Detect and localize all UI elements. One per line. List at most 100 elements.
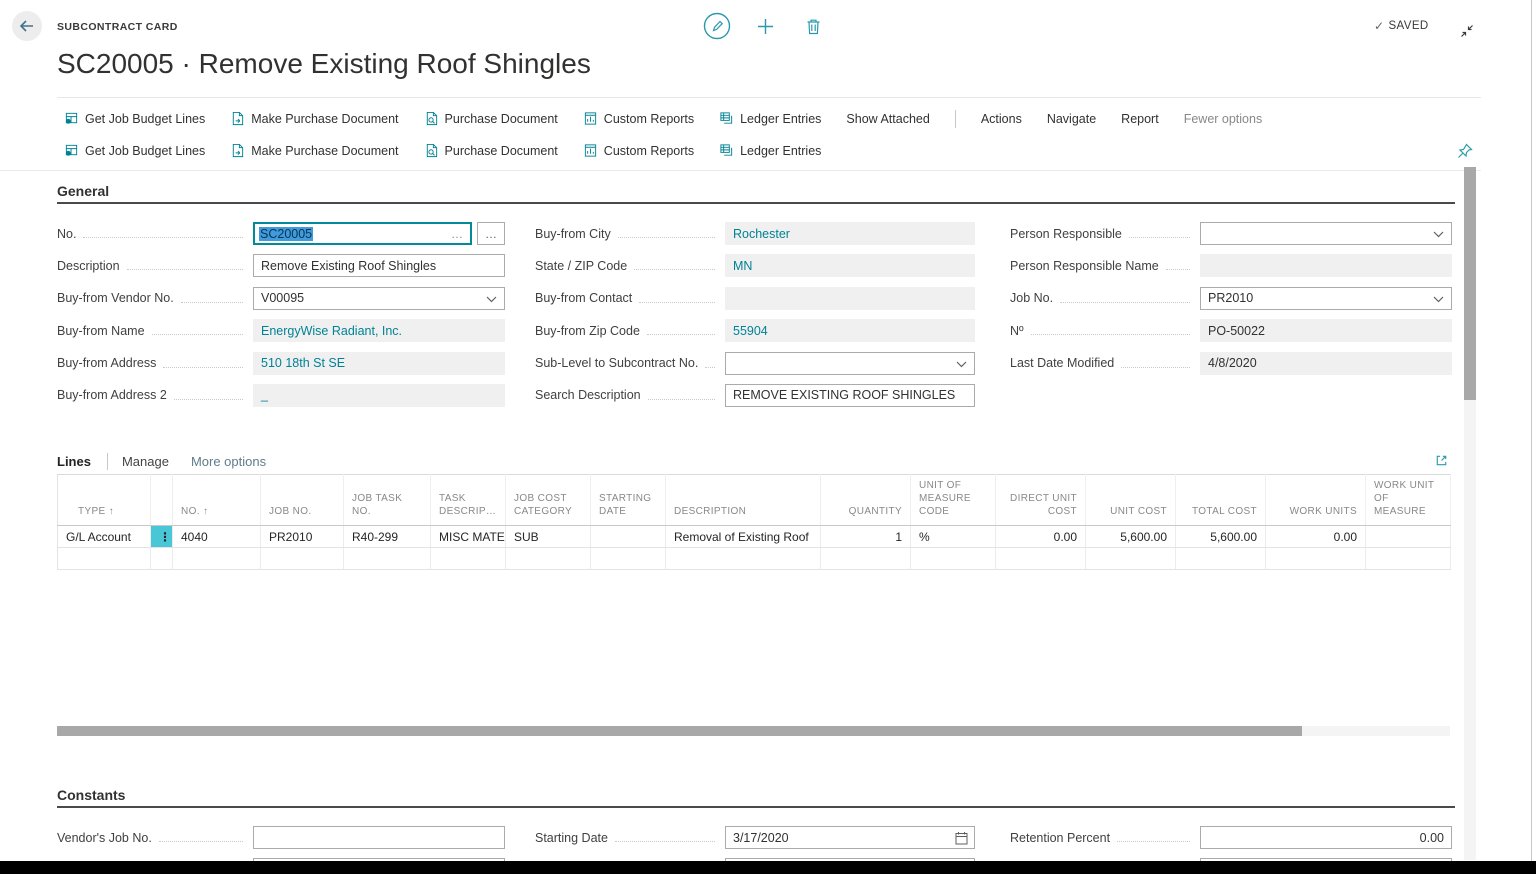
col-quantity[interactable]: QUANTITY: [820, 474, 911, 526]
tab-more-options[interactable]: More options: [190, 453, 267, 469]
cell-direct-unit-cost[interactable]: 0.00: [995, 525, 1086, 548]
field-buy-from-vendor-no: Buy-from Vendor No. V00095: [57, 286, 505, 310]
calendar-icon[interactable]: [955, 831, 968, 845]
col-work-units[interactable]: WORK UNITS: [1265, 474, 1366, 526]
cell-job-cost-category[interactable]: SUB: [505, 525, 591, 548]
expand-lines-button[interactable]: [1432, 451, 1450, 469]
cell-job-task-no[interactable]: R40-299: [343, 525, 431, 548]
saved-label: SAVED: [1388, 20, 1429, 32]
make-purchase-document-icon: [233, 111, 244, 126]
col-starting-date[interactable]: STARTING DATE: [590, 474, 666, 526]
cell-work-uom[interactable]: [1365, 525, 1451, 548]
tab-lines[interactable]: Lines: [57, 453, 91, 469]
chevron-down-icon[interactable]: [1433, 296, 1444, 303]
vendors-job-no-input[interactable]: [253, 826, 505, 849]
menu-navigate[interactable]: Navigate: [1046, 111, 1097, 126]
col-task-description[interactable]: TASK DESCRIP…: [430, 474, 506, 526]
person-responsible-name-value: [1200, 254, 1452, 278]
cell-total-cost[interactable]: 5,600.00: [1175, 525, 1266, 548]
cell-uom-code[interactable]: %: [910, 525, 996, 548]
plus-icon: [757, 18, 773, 34]
field-buy-from-name: Buy-from Name EnergyWise Radiant, Inc.: [57, 319, 505, 343]
chevron-down-icon[interactable]: [1433, 231, 1444, 238]
field-buy-from-address-2: Buy-from Address 2 _: [57, 383, 505, 407]
new-button[interactable]: [751, 12, 779, 40]
action-make-purchase-document[interactable]: Make Purchase Document: [230, 111, 399, 126]
cell-type[interactable]: G/L Account: [57, 525, 151, 548]
action-get-job-budget-lines[interactable]: Get Job Budget Lines: [64, 111, 205, 126]
job-budget-lines-icon: [65, 112, 78, 124]
check-icon: ✓: [1374, 19, 1385, 33]
tab-manage[interactable]: Manage: [121, 453, 169, 469]
action-purchase-document-2[interactable]: Purchase Document: [424, 143, 558, 158]
action-custom-reports-2[interactable]: Custom Reports: [583, 143, 694, 158]
menu-report[interactable]: Report: [1121, 111, 1159, 126]
field-person-responsible-name: Person Responsible Name: [1010, 254, 1452, 278]
action-get-job-budget-lines-2[interactable]: Get Job Budget Lines: [64, 143, 205, 158]
collapse-arrows-icon: [1461, 25, 1473, 37]
cell-unit-cost[interactable]: 5,600.00: [1085, 525, 1176, 548]
action-make-purchase-document-2[interactable]: Make Purchase Document: [230, 143, 399, 158]
cell-starting-date[interactable]: [590, 525, 666, 548]
back-arrow-icon: [19, 20, 33, 32]
no-input[interactable]: SC20005 …: [253, 222, 472, 245]
col-direct-unit-cost[interactable]: DIRECT UNIT COST: [995, 474, 1086, 526]
menu-fewer-options[interactable]: Fewer options: [1183, 111, 1263, 126]
collapse-header-button[interactable]: [1453, 17, 1481, 45]
vertical-scrollbar[interactable]: [1464, 167, 1476, 860]
field-sub-level: Sub-Level to Subcontract No.: [535, 351, 975, 375]
col-type[interactable]: TYPE ↑: [57, 474, 151, 526]
starting-date-input[interactable]: 3/17/2020: [725, 826, 975, 849]
search-description-input[interactable]: REMOVE EXISTING ROOF SHINGLES: [725, 383, 975, 407]
buy-from-vendor-no-input[interactable]: V00095: [253, 286, 505, 310]
vertical-scrollbar-thumb[interactable]: [1464, 167, 1476, 400]
back-button[interactable]: [12, 11, 42, 41]
cell-task-description[interactable]: MISC MATE…: [430, 525, 506, 548]
chevron-down-icon[interactable]: [486, 296, 497, 303]
job-no-input[interactable]: PR2010: [1200, 286, 1452, 310]
field-last-date-modified: Last Date Modified 4/8/2020: [1010, 351, 1452, 375]
description-input[interactable]: Remove Existing Roof Shingles: [253, 254, 505, 278]
buy-from-zip-value: 55904: [725, 319, 975, 343]
col-unit-cost[interactable]: UNIT COST: [1085, 474, 1176, 526]
field-description: Description Remove Existing Roof Shingle…: [57, 254, 505, 278]
col-total-cost[interactable]: TOTAL COST: [1175, 474, 1266, 526]
action-purchase-document[interactable]: Purchase Document: [424, 111, 558, 126]
table-row-empty: [57, 547, 1451, 570]
cell-description[interactable]: Removal of Existing Roof: [665, 525, 821, 548]
no-more-button[interactable]: …: [477, 222, 505, 245]
col-work-uom[interactable]: WORK UNIT OF MEASURE: [1365, 474, 1451, 526]
sub-level-input[interactable]: [725, 351, 975, 375]
field-po-no: Nº PO-50022: [1010, 319, 1452, 343]
cell-quantity[interactable]: 1: [820, 525, 911, 548]
col-no[interactable]: NO. ↑: [172, 474, 261, 526]
custom-reports-icon: [584, 112, 596, 125]
chevron-down-icon[interactable]: [956, 361, 967, 368]
trash-icon: [807, 19, 819, 34]
action-ledger-entries-2[interactable]: Ledger Entries: [719, 143, 821, 158]
action-show-attached[interactable]: Show Attached: [846, 111, 930, 126]
assist-edit-icon[interactable]: …: [451, 226, 464, 241]
cell-work-units[interactable]: 0.00: [1265, 525, 1366, 548]
bottom-black-bar: [0, 861, 1536, 874]
action-ledger-entries[interactable]: Ledger Entries: [719, 111, 821, 126]
delete-button[interactable]: [799, 12, 827, 40]
action-custom-reports[interactable]: Custom Reports: [583, 111, 694, 126]
menu-actions[interactable]: Actions: [980, 111, 1022, 126]
col-description[interactable]: DESCRIPTION: [665, 474, 821, 526]
pin-toolbar-button[interactable]: [1455, 141, 1475, 161]
page-title: SC20005 · Remove Existing Roof Shingles: [57, 48, 591, 79]
row-menu-button[interactable]: ⋮: [150, 525, 173, 548]
person-responsible-input[interactable]: [1200, 222, 1452, 245]
col-uom-code[interactable]: UNIT OF MEASURE CODE: [910, 474, 996, 526]
horizontal-scrollbar-thumb[interactable]: [57, 726, 1302, 736]
cell-job-no[interactable]: PR2010: [260, 525, 344, 548]
edit-button[interactable]: [703, 12, 731, 40]
col-job-no[interactable]: JOB NO.: [260, 474, 344, 526]
col-job-task-no[interactable]: JOB TASK NO.: [343, 474, 431, 526]
table-row: G/L Account ⋮ 4040 PR2010 R40-299 MISC M…: [57, 525, 1451, 548]
col-job-cost-category[interactable]: JOB COST CATEGORY: [505, 474, 591, 526]
retention-percent-input[interactable]: 0.00: [1200, 826, 1452, 849]
horizontal-scrollbar[interactable]: [57, 726, 1450, 736]
cell-no[interactable]: 4040: [172, 525, 261, 548]
